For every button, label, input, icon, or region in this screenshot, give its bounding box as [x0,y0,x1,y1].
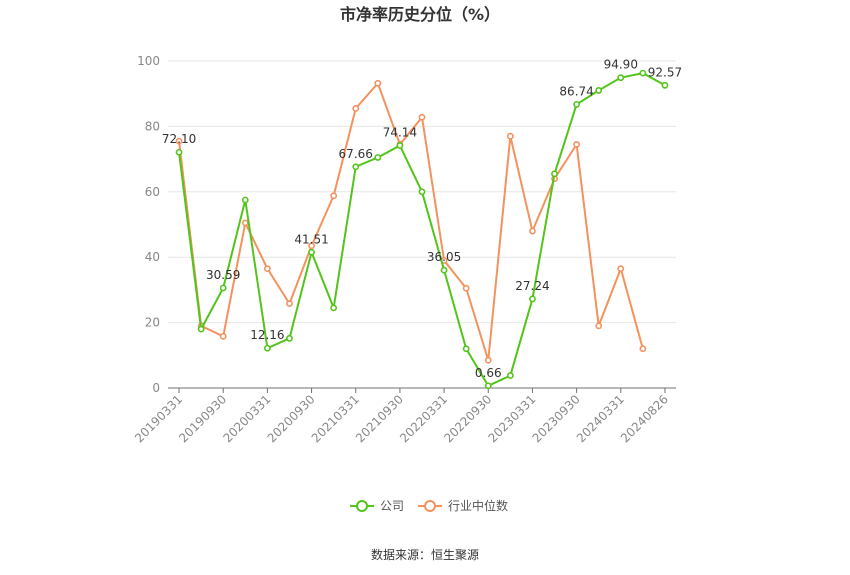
legend-item-industry-median[interactable]: 行业中位数 [418,498,508,513]
data-point[interactable] [462,345,470,353]
data-point[interactable] [617,74,625,82]
y-tick-label: 20 [145,316,160,330]
data-label: 74.14 [383,126,417,140]
data-point[interactable] [286,334,293,342]
data-point[interactable] [219,332,227,340]
data-point[interactable] [551,170,558,178]
data-point[interactable] [263,344,271,352]
y-tick-label: 0 [152,381,160,395]
data-point[interactable] [484,356,492,364]
y-axis: 0 20 40 60 80 100 [137,54,160,395]
series-line-industry-median [178,82,644,362]
data-label: 72.10 [162,132,196,146]
data-label: 36.05 [427,250,461,264]
data-point[interactable] [330,192,338,200]
data-point[interactable] [241,219,249,227]
legend-swatch-marker [424,500,436,512]
data-point[interactable] [330,304,338,312]
data-point[interactable] [440,266,448,274]
data-point[interactable] [661,81,669,89]
data-point[interactable] [197,325,205,333]
data-point[interactable] [573,100,581,108]
legend-item-company[interactable]: 公司 [350,499,404,513]
data-point[interactable] [374,79,382,87]
data-point[interactable] [308,248,315,256]
y-tick-label: 40 [145,250,160,264]
data-point[interactable] [639,345,647,353]
data-label: 30.59 [206,268,240,282]
data-point[interactable] [352,163,360,171]
data-labels: 72.10 30.59 12.16 41.51 67.66 74.14 36.05 0.66 2… [162,58,682,380]
source-note: 数据来源：恒生聚源 [371,547,479,562]
data-label: 67.66 [339,147,373,161]
chart-title: 市净率历史分位（%） [340,5,500,24]
data-point[interactable] [529,227,536,235]
series-layer [175,69,669,390]
data-point[interactable] [219,284,227,292]
data-point[interactable] [617,265,625,273]
data-label: 27.24 [515,279,549,293]
data-point[interactable] [506,372,514,379]
data-point[interactable] [263,265,271,273]
data-label: 94.90 [604,58,638,72]
data-point[interactable] [506,132,514,140]
data-label: 0.66 [475,366,502,380]
x-axis: 2019033120190930202003312020093020210331… [132,387,676,445]
data-point[interactable] [529,295,536,303]
legend-label: 公司 [380,499,404,513]
data-point[interactable] [286,300,293,308]
data-point[interactable] [241,196,249,204]
data-point[interactable] [396,142,404,149]
data-point[interactable] [374,154,382,161]
data-label: 41.51 [294,232,328,246]
data-point[interactable] [418,188,426,196]
data-label: 86.74 [559,84,593,98]
legend-swatch-marker [356,500,368,512]
data-point[interactable] [595,87,603,94]
y-tick-label: 80 [145,119,160,133]
x-tick-label: 20240826 [618,392,671,445]
data-point[interactable] [352,105,360,112]
data-point[interactable] [175,148,183,156]
data-point[interactable] [595,322,603,330]
data-point[interactable] [639,69,647,77]
data-label: 12.16 [250,328,284,342]
y-tick-label: 60 [145,185,160,199]
data-point[interactable] [418,113,426,121]
data-point[interactable] [308,242,315,250]
data-point[interactable] [175,137,183,145]
data-label: 92.57 [648,65,682,79]
data-point[interactable] [573,140,581,148]
y-tick-label: 100 [137,54,160,68]
data-point[interactable] [484,382,492,390]
legend[interactable]: 公司 行业中位数 [350,498,508,513]
data-point[interactable] [462,284,470,292]
legend-label: 行业中位数 [448,498,508,513]
